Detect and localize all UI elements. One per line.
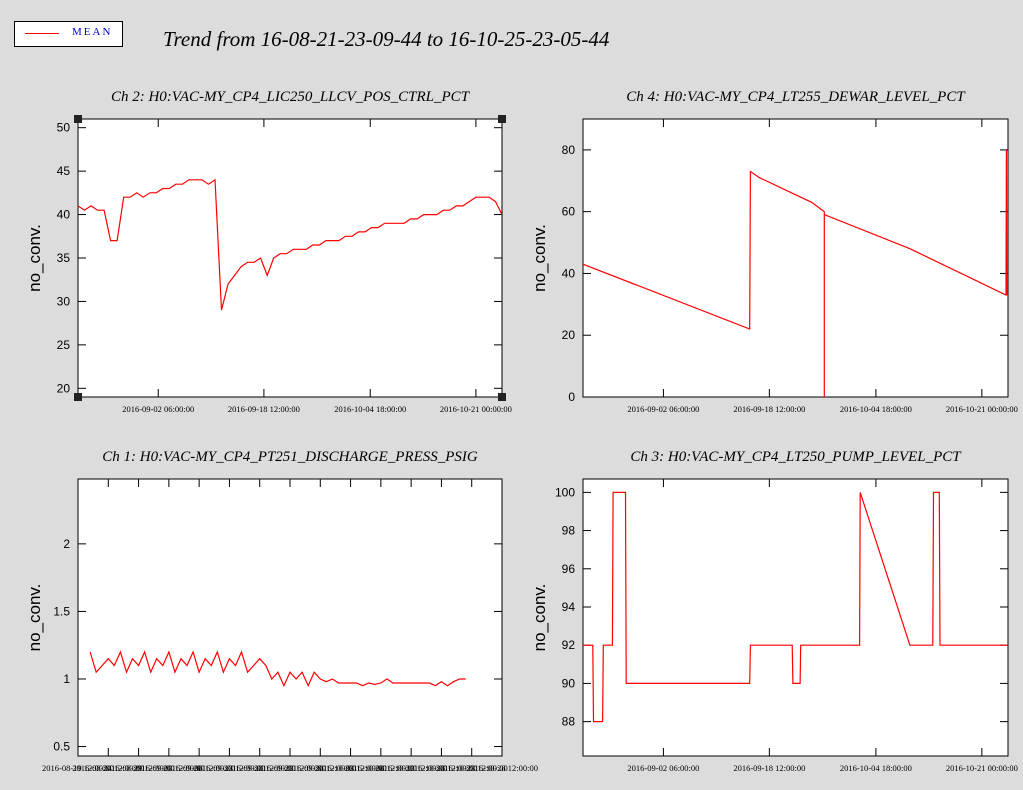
- x-tick-label: 2016-09-13 12:00:00: [193, 763, 265, 773]
- x-tick-label: 2016-09-02 06:00:00: [122, 404, 194, 414]
- y-tick-label: 96: [562, 562, 576, 576]
- x-tick-label: 2016-10-04 18:00:00: [840, 763, 912, 773]
- y-tick-label: 50: [57, 121, 71, 135]
- chart-title: Ch 2: H0:VAC-MY_CP4_LIC250_LLCV_POS_CTRL…: [111, 89, 471, 105]
- y-axis-label: no_conv.: [530, 224, 549, 292]
- series-line-1: [89, 650, 466, 688]
- plot-area[interactable]: [582, 118, 1009, 398]
- y-tick-label: 20: [57, 381, 71, 395]
- chart-panel-4: Ch 3: H0:VAC-MY_CP4_LT250_PUMP_LEVEL_PCT…: [530, 449, 1018, 773]
- x-tick-label: 2016-10-13 12:00:00: [375, 763, 447, 773]
- x-tick-label: 2016-09-18 12:00:00: [228, 404, 300, 414]
- x-tick-label: 2016-10-04 18:00:00: [840, 404, 912, 414]
- selection-handle[interactable]: [74, 393, 82, 401]
- x-tick-label: 2016-08-29 12:00:00: [103, 763, 175, 773]
- x-tick-label: 2016-08-24 12:00:00: [72, 763, 144, 773]
- y-tick-label: 88: [562, 715, 576, 729]
- x-tick-label: 2016-09-28 12:00:00: [284, 763, 356, 773]
- selection-handle[interactable]: [498, 115, 506, 123]
- y-tick-label: 90: [562, 676, 576, 690]
- x-tick-label: 2016-09-18 12:00:00: [733, 404, 805, 414]
- plot-area[interactable]: [582, 478, 1009, 757]
- x-tick-label: 2016-09-03 12:00:00: [133, 763, 205, 773]
- plot-area[interactable]: [77, 478, 503, 757]
- y-tick-label: 25: [57, 338, 71, 352]
- x-tick-label: 2016-10-18 12:00:00: [405, 763, 477, 773]
- page-title: Trend from 16-08-21-23-09-44 to 16-10-25…: [163, 27, 610, 51]
- x-tick-label: 2016-09-02 06:00:00: [627, 763, 699, 773]
- x-tick-label: 2016-09-02 06:00:00: [627, 404, 699, 414]
- legend: MEAN: [14, 21, 123, 47]
- x-tick-label: 2016-10-08 12:00:00: [345, 763, 417, 773]
- chart-title: Ch 1: H0:VAC-MY_CP4_PT251_DISCHARGE_PRES…: [102, 449, 478, 465]
- y-tick-label: 1.5: [53, 604, 70, 618]
- series-line-1: [583, 491, 1008, 723]
- y-axis-label: no_conv.: [25, 584, 44, 652]
- chart-panel-3: Ch 1: H0:VAC-MY_CP4_PT251_DISCHARGE_PRES…: [25, 449, 538, 773]
- x-tick-label: 2016-10-23 12:00:00: [436, 763, 508, 773]
- y-tick-label: 98: [562, 524, 576, 538]
- y-tick-label: 0: [568, 390, 575, 404]
- y-tick-label: 80: [562, 143, 576, 157]
- y-tick-label: 45: [57, 164, 71, 178]
- chart-panel-1: Ch 2: H0:VAC-MY_CP4_LIC250_LLCV_POS_CTRL…: [25, 89, 512, 414]
- chart-panel-2: Ch 4: H0:VAC-MY_CP4_LT255_DEWAR_LEVEL_PC…: [530, 89, 1018, 414]
- plot-area[interactable]: [77, 118, 503, 398]
- y-tick-label: 20: [562, 328, 576, 342]
- y-tick-label: 60: [562, 205, 576, 219]
- legend-label: MEAN: [72, 26, 113, 38]
- y-tick-label: 92: [562, 638, 576, 652]
- series-line-1: [583, 149, 1008, 397]
- y-tick-label: 2: [63, 537, 70, 551]
- x-tick-label: 2016-09-18 12:00:00: [733, 763, 805, 773]
- y-tick-label: 94: [562, 600, 576, 614]
- selection-handle[interactable]: [74, 115, 82, 123]
- x-tick-label: 2016-10-03 12:00:00: [315, 763, 387, 773]
- y-tick-label: 30: [57, 294, 71, 308]
- y-tick-label: 35: [57, 251, 71, 265]
- series-line-1: [78, 178, 502, 311]
- x-tick-label: 2016-08-19 12:00:00: [42, 763, 114, 773]
- y-tick-label: 40: [57, 208, 71, 222]
- x-tick-label: 2016-09-08 12:00:00: [163, 763, 235, 773]
- x-tick-label: 2016-10-28 12:00:00: [466, 763, 538, 773]
- x-tick-label: 2016-10-21 00:00:00: [946, 404, 1018, 414]
- legend-swatch-line: [25, 33, 59, 34]
- y-axis-label: no_conv.: [25, 224, 44, 292]
- y-tick-label: 40: [562, 266, 576, 280]
- chart-title: Ch 4: H0:VAC-MY_CP4_LT255_DEWAR_LEVEL_PC…: [626, 89, 966, 105]
- chart-title: Ch 3: H0:VAC-MY_CP4_LT250_PUMP_LEVEL_PCT: [630, 449, 962, 465]
- x-tick-label: 2016-09-23 12:00:00: [254, 763, 326, 773]
- y-tick-label: 100: [555, 485, 575, 499]
- x-tick-label: 2016-10-21 00:00:00: [946, 763, 1018, 773]
- x-tick-label: 2016-09-18 12:00:00: [224, 763, 296, 773]
- y-tick-label: 0.5: [53, 740, 70, 754]
- x-tick-label: 2016-10-21 00:00:00: [440, 404, 512, 414]
- x-tick-label: 2016-10-04 18:00:00: [334, 404, 406, 414]
- y-axis-label: no_conv.: [530, 584, 549, 652]
- selection-handle[interactable]: [498, 393, 506, 401]
- y-tick-label: 1: [63, 672, 70, 686]
